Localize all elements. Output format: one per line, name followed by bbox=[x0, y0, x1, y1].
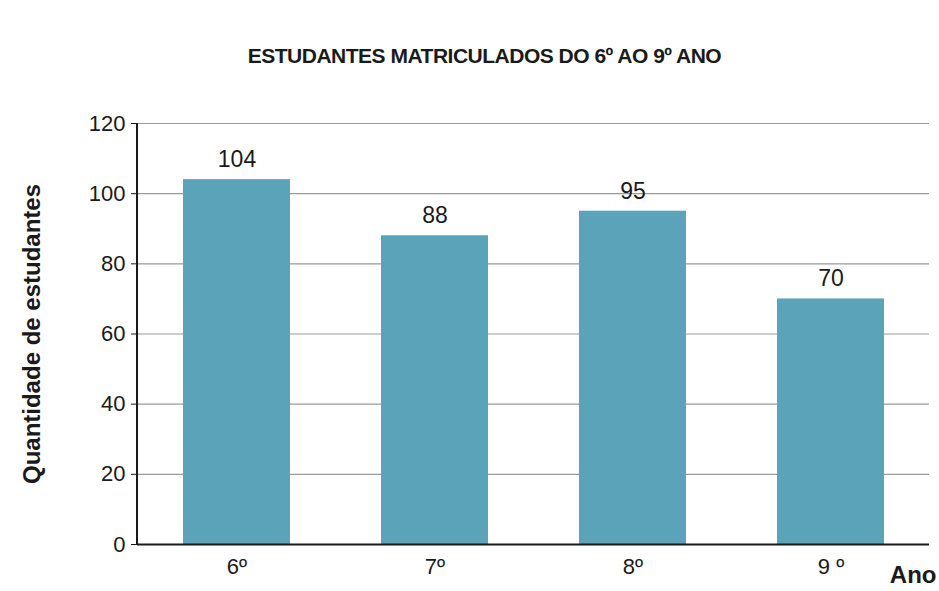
svg-text:40: 40 bbox=[101, 391, 125, 416]
svg-text:70: 70 bbox=[818, 265, 844, 291]
svg-text:100: 100 bbox=[89, 181, 126, 206]
svg-text:88: 88 bbox=[422, 202, 448, 228]
svg-text:95: 95 bbox=[620, 178, 646, 204]
svg-text:60: 60 bbox=[101, 321, 125, 346]
svg-text:Ano: Ano bbox=[890, 561, 937, 588]
svg-text:104: 104 bbox=[218, 146, 257, 172]
svg-text:20: 20 bbox=[101, 461, 125, 486]
svg-text:9 º: 9 º bbox=[818, 554, 844, 579]
svg-text:6º: 6º bbox=[227, 554, 247, 579]
svg-text:80: 80 bbox=[101, 251, 125, 276]
svg-text:120: 120 bbox=[89, 111, 126, 136]
svg-text:8º: 8º bbox=[623, 554, 643, 579]
svg-text:Quantidade de estudantes: Quantidade de estudantes bbox=[18, 184, 45, 484]
svg-text:7º: 7º bbox=[425, 554, 445, 579]
svg-text:0: 0 bbox=[113, 532, 125, 557]
html-text:ESTUDANTES MATRICULADOS DO 6º: ESTUDANTES MATRICULADOS DO 6º AO 9º ANO bbox=[247, 44, 722, 67]
